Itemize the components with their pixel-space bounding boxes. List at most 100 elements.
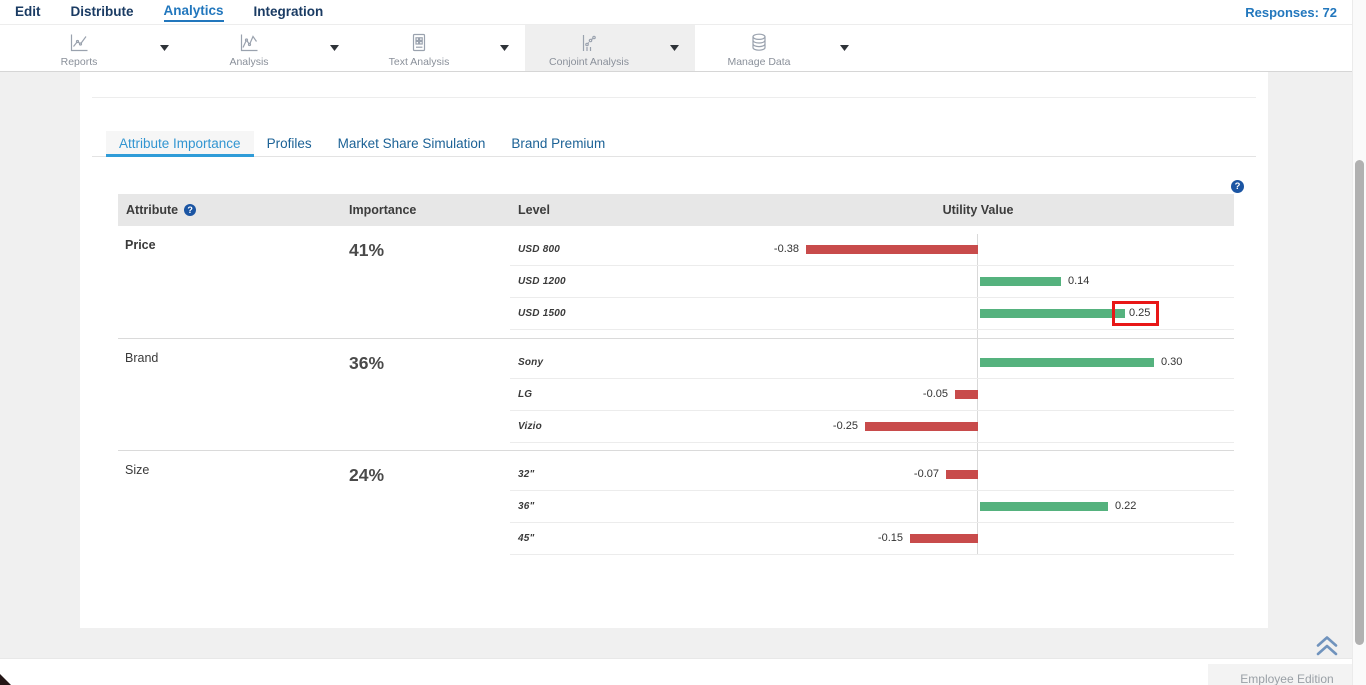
manage-data-icon [747, 31, 771, 55]
toolbar-group-reports: Reports [15, 25, 185, 71]
toolbar-group-manage-data: Manage Data [695, 25, 865, 71]
level-row-vizio: Vizio -0.25 [510, 411, 1234, 443]
table-body: Price 41% USD 800 -0.38 USD 1200 0.14 USD 1500… [118, 226, 1234, 562]
reports-icon [67, 31, 91, 55]
column-header-importance: Importance [349, 203, 417, 217]
utility-value-label: 0.25 [1129, 307, 1151, 319]
toolbar-button-label: Manage Data [727, 55, 791, 68]
level-row-usd-1200: USD 1200 0.14 [510, 266, 1234, 298]
column-header-level: Level [518, 203, 550, 217]
analysis-icon [237, 31, 261, 55]
level-row-45: 45" -0.15 [510, 523, 1234, 555]
tab-market-share-simulation[interactable]: Market Share Simulation [337, 136, 486, 151]
utility-bar-positive [980, 277, 1061, 286]
scroll-to-top-button[interactable] [1314, 635, 1340, 657]
toolbar-button-reports[interactable]: Reports [15, 29, 143, 68]
utility-value-label: 0.30 [1161, 356, 1183, 368]
table-header: Attribute ? Importance Level Utility Val… [118, 194, 1234, 226]
toolbar-button-label: Reports [60, 55, 98, 68]
toolbar-button-text-analysis[interactable]: Text Analysis [355, 29, 483, 68]
utility-value-label: -0.05 [922, 388, 948, 400]
level-label: Sony [518, 357, 544, 368]
toolbar-group-analysis: Analysis [185, 25, 355, 71]
utility-value-label: 0.14 [1068, 275, 1090, 287]
level-row-usd-1500: USD 1500 0.25 [510, 298, 1234, 330]
toolbar-button-label: Analysis [229, 55, 269, 68]
corner-cursor-artifact [0, 674, 11, 685]
utility-bar-positive [980, 358, 1154, 367]
column-header-utility-value: Utility Value [942, 203, 1014, 217]
column-header-attribute-label: Attribute [126, 203, 179, 217]
tabs-row: Attribute Importance Profiles Market Share… [92, 131, 1256, 157]
toolbar-group-text-analysis: Text Analysis [355, 25, 525, 71]
double-chevron-up-icon [1316, 636, 1338, 656]
highlight-annotation-box [1112, 301, 1159, 326]
card-divider [92, 97, 1256, 98]
utility-bar-negative [806, 245, 978, 254]
importance-value: 41% [349, 240, 385, 260]
attribute-name: Brand [125, 351, 159, 365]
attribute-help-icon[interactable]: ? [184, 204, 197, 216]
text-analysis-icon [407, 31, 431, 55]
tab-profiles[interactable]: Profiles [266, 136, 312, 151]
importance-value: 24% [349, 465, 385, 485]
scrollbar-thumb[interactable] [1355, 160, 1364, 645]
level-label: 36" [518, 501, 535, 512]
toolbar-button-label: Text Analysis [388, 55, 450, 68]
utility-value-label: -0.25 [832, 420, 858, 432]
level-label: USD 800 [518, 244, 560, 255]
utility-value-label: -0.15 [877, 532, 903, 544]
level-row-32: 32" -0.07 [510, 459, 1234, 491]
level-label: USD 1200 [518, 276, 566, 287]
level-rows: 32" -0.07 36" 0.22 45" -0.15 [510, 451, 1234, 555]
edition-badge[interactable]: Employee Edition [1208, 664, 1366, 685]
nav-item-distribute[interactable]: Distribute [70, 4, 134, 19]
column-header-attribute: Attribute ? [126, 194, 197, 226]
utility-value-label: 0.22 [1115, 500, 1137, 512]
attribute-group-brand: Brand 36% Sony 0.30 LG -0.05 Vizio -0.25 [118, 338, 1234, 450]
utility-bar-positive [980, 309, 1125, 318]
toolbar-group-conjoint-analysis: Conjoint Analysis [525, 25, 695, 71]
level-rows: USD 800 -0.38 USD 1200 0.14 USD 1500 0.25 [510, 226, 1234, 330]
utility-bar-negative [910, 534, 978, 543]
dropdown-caret-reports[interactable] [143, 25, 185, 71]
utility-bar-positive [980, 502, 1108, 511]
dropdown-caret-manage-data[interactable] [823, 25, 865, 71]
analytics-toolbar: Reports Analysis Text Analysis Conjoint Ana… [0, 25, 1352, 72]
level-label: Vizio [518, 421, 542, 432]
level-row-36: 36" 0.22 [510, 491, 1234, 523]
level-label: LG [518, 389, 533, 400]
help-icon[interactable]: ? [1231, 180, 1244, 194]
scrollbar-track[interactable] [1352, 0, 1366, 685]
tab-brand-premium[interactable]: Brand Premium [511, 136, 606, 151]
table-help: ? [1231, 176, 1244, 194]
importance-value: 36% [349, 353, 385, 373]
dropdown-caret-analysis[interactable] [313, 25, 355, 71]
utility-bar-negative [865, 422, 978, 431]
attribute-group-price: Price 41% USD 800 -0.38 USD 1200 0.14 USD 1500… [118, 226, 1234, 338]
level-row-lg: LG -0.05 [510, 379, 1234, 411]
toolbar-button-analysis[interactable]: Analysis [185, 29, 313, 68]
toolbar-button-manage-data[interactable]: Manage Data [695, 29, 823, 68]
conjoint-analysis-icon [577, 31, 601, 55]
responses-count[interactable]: Responses: 72 [1245, 4, 1337, 20]
toolbar-button-conjoint-analysis[interactable]: Conjoint Analysis [525, 29, 653, 68]
nav-item-edit[interactable]: Edit [15, 4, 41, 19]
level-row-sony: Sony 0.30 [510, 347, 1234, 379]
level-label: USD 1500 [518, 308, 566, 319]
nav-item-integration[interactable]: Integration [253, 4, 324, 19]
utility-bar-negative [946, 470, 978, 479]
content-card: Attribute Importance Profiles Market Share… [80, 72, 1268, 628]
dropdown-caret-text-analysis[interactable] [483, 25, 525, 71]
dropdown-caret-conjoint-analysis[interactable] [653, 25, 695, 71]
results-table: Attribute ? Importance Level Utility Val… [118, 194, 1234, 562]
tab-attribute-importance[interactable]: Attribute Importance [106, 131, 254, 157]
top-navbar: Edit Distribute Analytics Integration Respo… [0, 0, 1352, 25]
utility-value-label: -0.38 [773, 243, 799, 255]
level-label: 32" [518, 469, 535, 480]
level-row-usd-800: USD 800 -0.38 [510, 234, 1234, 266]
attribute-name: Price [125, 238, 156, 252]
footer-bar [0, 658, 1352, 685]
nav-item-analytics[interactable]: Analytics [163, 2, 224, 22]
utility-bar-negative [955, 390, 978, 399]
